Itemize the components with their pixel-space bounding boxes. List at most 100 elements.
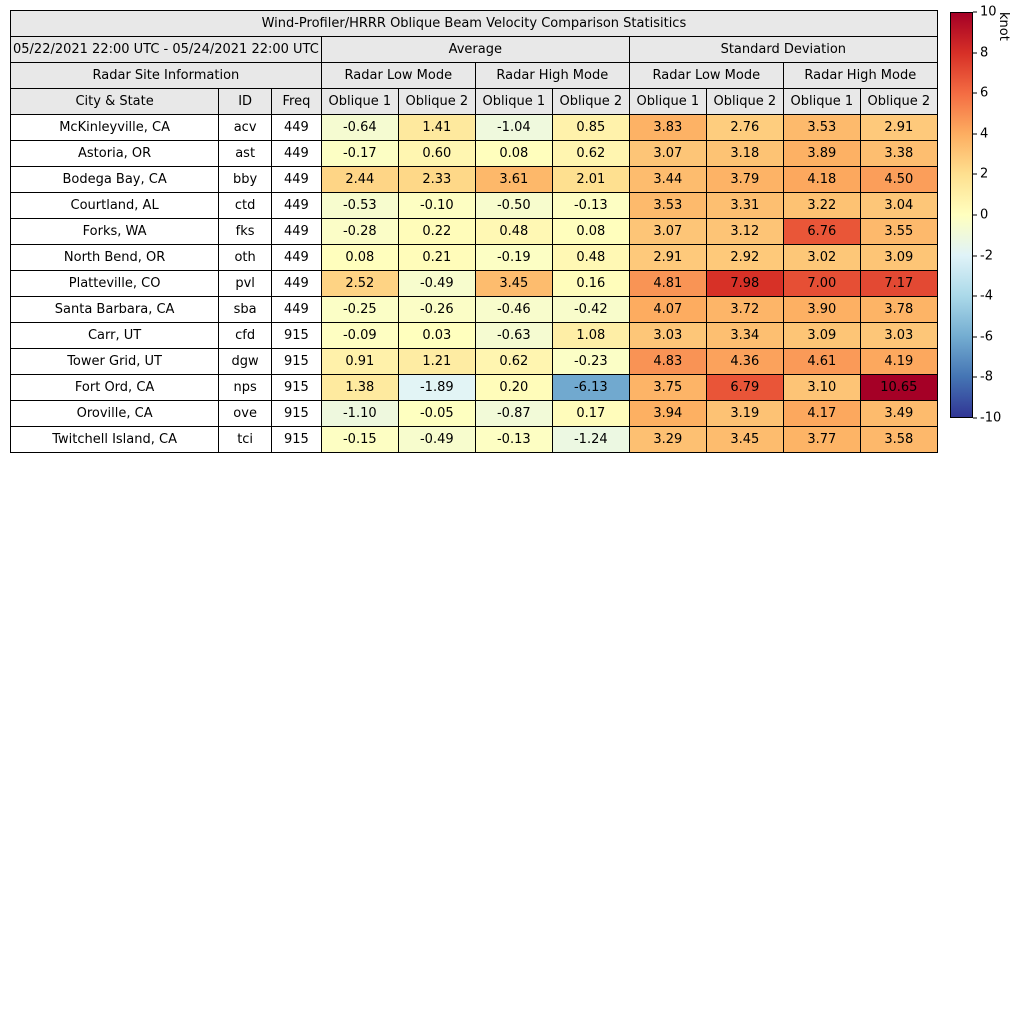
value-cell: 3.19 (705, 400, 784, 427)
value-cell: 2.01 (551, 166, 630, 193)
value-cell: 10.65 (859, 374, 938, 401)
value-cell: 0.48 (551, 244, 630, 271)
value-cell: 0.91 (320, 348, 399, 375)
colorbar-gradient (950, 12, 973, 418)
column-header-row: City & State ID Freq Oblique 1 Oblique 2… (9, 88, 938, 115)
colorbar-tick-label: 0 (973, 208, 988, 223)
value-cell: 4.83 (628, 348, 707, 375)
std-low-oblique2-header: Oblique 2 (705, 88, 784, 115)
value-cell: 6.79 (705, 374, 784, 401)
value-cell: 3.03 (628, 322, 707, 349)
value-cell: 2.52 (320, 270, 399, 297)
value-cell: 3.61 (474, 166, 553, 193)
colorbar-tick-label: -4 (973, 289, 993, 304)
value-cell: 3.04 (859, 192, 938, 219)
site-row: Tower Grid, UT dgw 915 0.91 1.21 0.62 -0.23 4.8… (9, 348, 938, 375)
value-cell: 3.45 (705, 426, 784, 453)
site-id-cell: ove (218, 400, 273, 427)
value-cell: 7.17 (859, 270, 938, 297)
city-state-cell: Santa Barbara, CA (9, 296, 220, 323)
site-row: Twitchell Island, CA tci 915 -0.15 -0.49 -0.1… (9, 426, 938, 453)
freq-cell: 915 (271, 426, 322, 453)
value-cell: -0.87 (474, 400, 553, 427)
freq-cell: 449 (271, 270, 322, 297)
value-cell: 3.53 (628, 192, 707, 219)
std-high-oblique1-header: Oblique 1 (782, 88, 861, 115)
value-cell: 4.36 (705, 348, 784, 375)
site-id-cell: pvl (218, 270, 273, 297)
std-low-oblique1-header: Oblique 1 (628, 88, 707, 115)
value-cell: 3.72 (705, 296, 784, 323)
freq-cell: 915 (271, 322, 322, 349)
value-cell: 3.02 (782, 244, 861, 271)
value-cell: 4.19 (859, 348, 938, 375)
value-cell: 4.07 (628, 296, 707, 323)
value-cell: 3.83 (628, 114, 707, 141)
value-cell: 0.21 (397, 244, 476, 271)
value-cell: -0.64 (320, 114, 399, 141)
city-state-cell: Oroville, CA (9, 400, 220, 427)
value-cell: 6.76 (782, 218, 861, 245)
freq-cell: 915 (271, 374, 322, 401)
value-cell: 3.58 (859, 426, 938, 453)
value-cell: -0.26 (397, 296, 476, 323)
value-cell: 0.08 (551, 218, 630, 245)
figure-title: Wind-Profiler/HRRR Oblique Beam Velocity… (10, 10, 938, 37)
value-cell: -0.25 (320, 296, 399, 323)
std-low-mode-header: Radar Low Mode (628, 62, 784, 89)
value-cell: 3.18 (705, 140, 784, 167)
value-cell: 1.41 (397, 114, 476, 141)
avg-low-oblique1-header: Oblique 1 (320, 88, 399, 115)
stats-table: Wind-Profiler/HRRR Oblique Beam Velocity… (9, 10, 938, 453)
site-id-cell: ast (218, 140, 273, 167)
avg-low-mode-header: Radar Low Mode (320, 62, 476, 89)
value-cell: 3.53 (782, 114, 861, 141)
value-cell: 3.10 (782, 374, 861, 401)
value-cell: -0.17 (320, 140, 399, 167)
value-cell: 3.78 (859, 296, 938, 323)
value-cell: 1.21 (397, 348, 476, 375)
colorbar-ticks: 10 8 6 4 2 0 -2 -4 -6 -8 -10 (973, 5, 1017, 426)
freq-cell: 449 (271, 192, 322, 219)
value-cell: -0.10 (397, 192, 476, 219)
value-cell: 0.22 (397, 218, 476, 245)
freq-cell: 449 (271, 140, 322, 167)
freq-cell: 449 (271, 166, 322, 193)
value-cell: -0.28 (320, 218, 399, 245)
value-cell: -0.09 (320, 322, 399, 349)
freq-cell: 449 (271, 218, 322, 245)
value-cell: 3.03 (859, 322, 938, 349)
city-state-cell: Platteville, CO (9, 270, 220, 297)
freq-cell: 449 (271, 296, 322, 323)
value-cell: 0.62 (474, 348, 553, 375)
value-cell: -0.13 (551, 192, 630, 219)
city-state-cell: McKinleyville, CA (9, 114, 220, 141)
value-cell: 3.29 (628, 426, 707, 453)
city-state-cell: Forks, WA (9, 218, 220, 245)
value-cell: 3.90 (782, 296, 861, 323)
std-deviation-group-header: Standard Deviation (628, 36, 938, 63)
value-cell: 2.33 (397, 166, 476, 193)
value-cell: -1.24 (551, 426, 630, 453)
colorbar-tick-label: 6 (973, 86, 988, 101)
site-row: North Bend, OR oth 449 0.08 0.21 -0.19 0.48 2.9… (9, 244, 938, 271)
value-cell: 3.49 (859, 400, 938, 427)
value-cell: 2.76 (705, 114, 784, 141)
avg-high-mode-header: Radar High Mode (474, 62, 630, 89)
freq-cell: 915 (271, 400, 322, 427)
value-cell: 3.38 (859, 140, 938, 167)
value-cell: -6.13 (551, 374, 630, 401)
site-id-cell: sba (218, 296, 273, 323)
avg-high-oblique2-header: Oblique 2 (551, 88, 630, 115)
site-row: Astoria, OR ast 449 -0.17 0.60 0.08 0.62 3.07 3.… (9, 140, 938, 167)
value-cell: 3.07 (628, 218, 707, 245)
value-cell: 4.50 (859, 166, 938, 193)
value-cell: 3.31 (705, 192, 784, 219)
value-cell: -0.63 (474, 322, 553, 349)
site-id-cell: ctd (218, 192, 273, 219)
value-cell: -0.46 (474, 296, 553, 323)
value-cell: 4.61 (782, 348, 861, 375)
site-id-cell: bby (218, 166, 273, 193)
value-cell: 3.94 (628, 400, 707, 427)
site-id-cell: fks (218, 218, 273, 245)
